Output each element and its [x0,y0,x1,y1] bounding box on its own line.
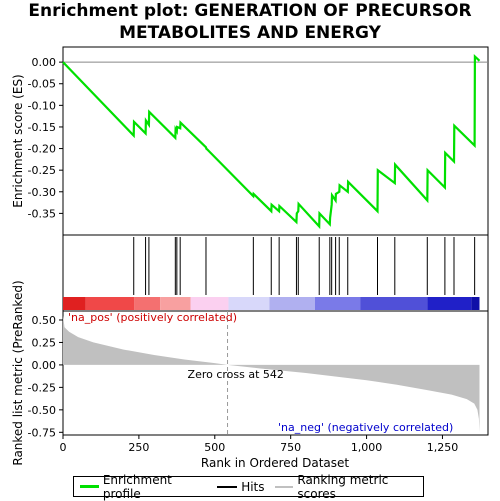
metric-y-tick-label: -0.75 [28,426,56,439]
x-tick-label: 750 [280,441,301,454]
title-line-2: METABOLITES AND ENERGY [119,23,381,43]
es-y-tick-label: 0.00 [32,56,57,69]
x-tick-label: 1,250 [427,441,459,454]
colorbar-segment [190,297,229,310]
colorbar-segment [269,297,315,310]
metric-y-tick-label: 0.50 [32,314,57,327]
legend-label-hits: Hits [241,479,265,494]
es-y-ticks: 0.00 -0.05 -0.10 -0.15 -0.20 -0.25 -0.30 -0.35 [28,56,63,220]
es-panel-frame [62,46,489,236]
metric-y-ticks: 0.50 0.25 0.00 -0.25 -0.50 -0.75 [28,314,63,439]
legend-swatch-hits [217,485,238,488]
x-axis-label: Rank in Ordered Dataset [201,456,349,470]
legend-swatch-ranking [274,485,294,488]
legend: Enrichment profile Hits Ranking metric s… [73,473,424,501]
metric-y-tick-label: -0.50 [28,404,56,417]
x-tick-label: 0 [60,441,67,454]
es-y-tick-label: -0.10 [28,99,56,112]
x-axis-ticks: 0 250 500 750 1,000 1,250 [60,435,459,454]
neg-label: 'na_neg' (negatively correlated) [278,421,453,434]
es-y-tick-label: -0.25 [28,164,56,177]
colorbar-segment [134,297,161,310]
enrichment-profile-line [62,53,481,230]
metric-y-tick-label: 0.00 [32,359,57,372]
es-y-axis-label: Enrichment score (ES) [11,74,25,207]
x-tick-label: 250 [128,441,149,454]
colorbar-segment [63,297,86,310]
x-tick-label: 1,000 [351,441,383,454]
metric-y-axis-label: Ranked list metric (PreRanked) [11,280,25,465]
zero-cross-label: Zero cross at 542 [188,368,284,381]
legend-item-ranking: Ranking metric scores [274,472,423,501]
es-y-tick-label: -0.35 [28,207,56,220]
colorbar-segment [360,297,428,310]
ranking-metric-area [63,315,480,433]
page-title: Enrichment plot: GENERATION OF PRECURSOR… [0,0,500,44]
colorbar-segment [160,297,191,310]
colorbar-segment [228,297,270,310]
colorbar-segment [427,297,472,310]
legend-item-hits: Hits [217,479,265,494]
metric-y-tick-label: -0.25 [28,381,56,394]
legend-item-enrichment-profile: Enrichment profile [80,473,207,501]
x-tick-label: 500 [204,441,225,454]
metric-y-tick-label: 0.25 [32,336,57,349]
colorbar-segment [85,297,135,310]
legend-label-enrichment: Enrichment profile [102,472,172,501]
es-y-tick-label: -0.15 [28,121,56,134]
legend-label-ranking: Ranking metric scores [297,472,389,501]
colorbar-segment [314,297,361,310]
hit-markers [133,237,476,295]
legend-swatch-enrichment [80,485,99,488]
es-y-tick-label: -0.05 [28,78,56,91]
es-y-tick-label: -0.20 [28,143,56,156]
colorbar-segment [471,297,480,310]
title-line-1: Enrichment plot: GENERATION OF PRECURSOR [28,1,472,21]
ranking-colorbar [63,297,480,310]
pos-label: 'na_pos' (positively correlated) [68,311,237,324]
es-y-tick-label: -0.30 [28,186,56,199]
